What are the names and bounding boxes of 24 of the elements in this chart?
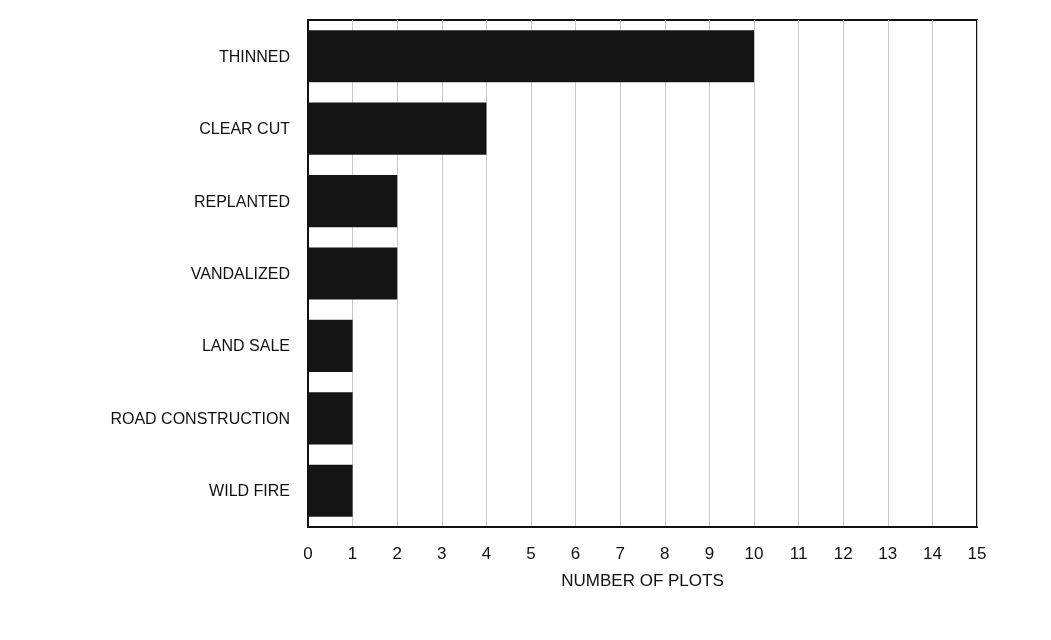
x-tick-label: 7 [615,544,625,563]
x-tick-label: 14 [922,544,942,563]
x-tick-label: 1 [347,544,358,563]
y-tick-label: WILD FIRE [209,482,290,500]
x-tick-label: 12 [833,544,853,563]
x-tick-label: 9 [704,544,715,563]
y-tick-label: ROAD CONSTRUCTION [110,409,290,427]
y-tick-label: CLEAR CUT [199,120,291,138]
x-tick-label: 3 [437,544,447,563]
x-tick-label: 0 [303,544,313,563]
x-tick-label: 8 [660,544,670,563]
x-tick-label: 10 [744,544,764,563]
y-tick-label: LAND SALE [201,337,290,355]
y-tick-label: VANDALIZED [190,265,290,282]
x-tick-label: 5 [526,544,536,563]
x-tick-label: 13 [878,544,898,563]
x-axis-title: NUMBER OF PLOTS [561,571,724,590]
y-tick-label: REPLANTED [193,192,290,210]
x-tick-label: 11 [789,544,808,563]
x-tick-label: 4 [481,544,492,563]
x-tick-label: 6 [570,544,581,563]
y-tick-label: THINNED [218,47,290,65]
x-tick-label: 15 [967,544,987,563]
x-tick-label: 2 [392,544,402,563]
